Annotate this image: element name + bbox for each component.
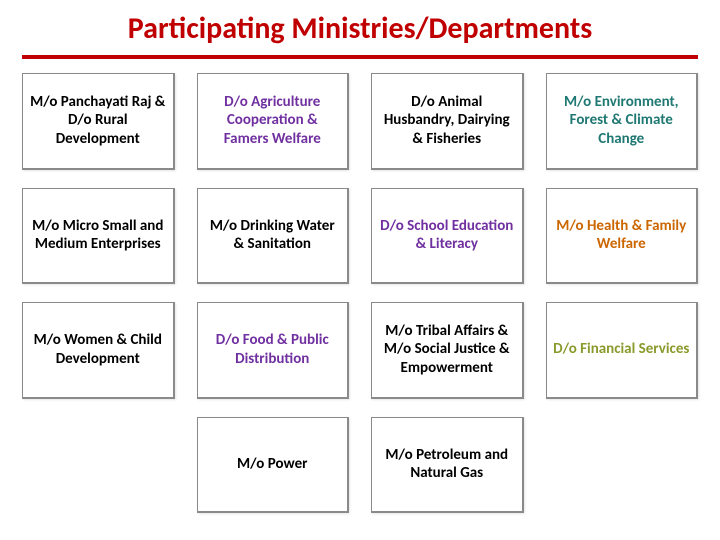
grid-cell: M/o Micro Small and Medium Enterprises [22,188,175,285]
grid-cell: M/o Drinking Water & Sanitation [197,188,350,285]
grid-cell: M/o Tribal Affairs &M/o Social Justice &… [371,302,524,399]
grid-cell-empty [22,417,175,514]
slide-title: Participating Ministries/Departments [22,10,698,47]
grid-cell: M/o Panchayati Raj &D/o Rural Developmen… [22,73,175,170]
grid-cell: M/o Petroleum and Natural Gas [371,417,524,514]
grid-cell-empty [546,417,699,514]
ministries-grid: M/o Panchayati Raj &D/o Rural Developmen… [22,73,698,513]
grid-cell: D/o Agriculture Cooperation & Famers Wel… [197,73,350,170]
grid-cell: M/o Power [197,417,350,514]
grid-cell: D/o Financial Services [546,302,699,399]
grid-cell: D/o Animal Husbandry, Dairying & Fisheri… [371,73,524,170]
grid-cell: D/o School Education & Literacy [371,188,524,285]
grid-cell: M/o Health & Family Welfare [546,188,699,285]
grid-cell: M/o Women & Child Development [22,302,175,399]
grid-cell: M/o Environment, Forest & Climate Change [546,73,699,170]
title-underline [22,55,698,59]
grid-cell: D/o Food & Public Distribution [197,302,350,399]
slide: Participating Ministries/Departments M/o… [0,0,720,540]
